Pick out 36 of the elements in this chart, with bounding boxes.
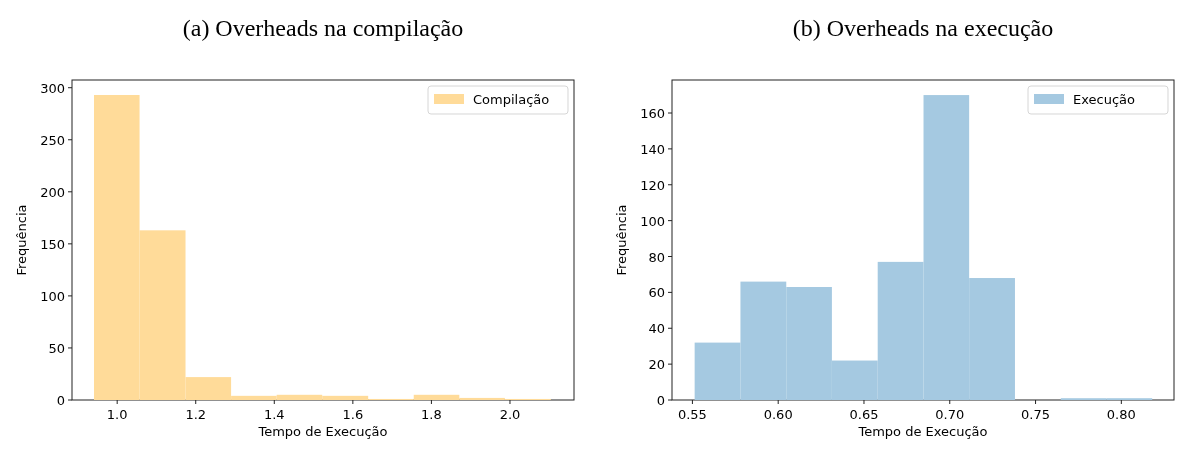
y-tick-label: 250 bbox=[40, 132, 65, 148]
y-tick-label: 0 bbox=[56, 393, 65, 408]
y-tick-label: 160 bbox=[640, 106, 665, 121]
x-tick-label: 0.55 bbox=[677, 407, 707, 422]
chart-title: (b) Overheads na execução bbox=[792, 15, 1054, 41]
y-tick-label: 100 bbox=[640, 213, 665, 229]
y-tick-label: 40 bbox=[648, 321, 665, 337]
y-tick-label: 140 bbox=[640, 141, 665, 157]
y-tick-label: 120 bbox=[640, 177, 665, 193]
chart-title: (a) Overheads na compilação bbox=[182, 15, 464, 41]
x-axis-title: Tempo de Execução bbox=[857, 424, 988, 439]
x-tick-label: 2.0 bbox=[499, 407, 521, 422]
x-tick-label: 0.65 bbox=[849, 407, 879, 422]
y-tick-label: 50 bbox=[48, 340, 65, 356]
y-tick-label: 100 bbox=[40, 288, 65, 304]
legend-label: Compilação bbox=[473, 92, 550, 107]
y-tick-label: 20 bbox=[648, 357, 665, 373]
x-tick-label: 0.70 bbox=[935, 407, 965, 422]
x-tick-label: 0.75 bbox=[1021, 407, 1051, 422]
y-tick-label: 80 bbox=[648, 249, 665, 265]
y-tick-label: 200 bbox=[40, 184, 65, 200]
x-tick-label: 1.2 bbox=[185, 407, 207, 422]
y-axis-title: Frequência bbox=[614, 204, 629, 276]
x-tick-label: 0.80 bbox=[1106, 407, 1136, 422]
x-tick-label: 1.8 bbox=[421, 407, 442, 422]
x-tick-label: 0.60 bbox=[763, 407, 793, 422]
x-tick-label: 1.0 bbox=[106, 407, 128, 422]
y-tick-label: 150 bbox=[40, 236, 65, 252]
y-tick-label: 0 bbox=[656, 393, 665, 408]
y-tick-label: 60 bbox=[648, 285, 665, 301]
x-tick-label: 1.4 bbox=[263, 407, 285, 422]
y-tick-label: 300 bbox=[40, 80, 65, 96]
legend-label: Execução bbox=[1073, 92, 1136, 107]
x-axis-title: Tempo de Execução bbox=[257, 424, 388, 439]
x-tick-label: 1.6 bbox=[342, 407, 364, 422]
y-axis-title: Frequência bbox=[14, 204, 29, 276]
